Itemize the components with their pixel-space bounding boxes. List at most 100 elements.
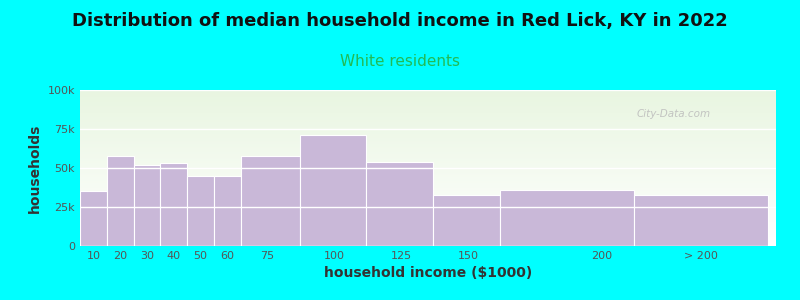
Text: City-Data.com: City-Data.com (637, 109, 711, 119)
Bar (80, 138, 776, 139)
Bar (80, 130, 776, 131)
Bar (80, 90, 776, 91)
Bar (80, 213, 776, 214)
Bar (80, 188, 776, 189)
Bar (80, 231, 776, 232)
Bar (80, 189, 776, 190)
Bar (80, 154, 776, 155)
Bar (80, 186, 776, 187)
Bar (80, 204, 776, 205)
Bar (80, 171, 776, 172)
Bar (80, 217, 776, 218)
Bar (80, 98, 776, 99)
Bar (80, 96, 776, 97)
Bar (80, 128, 776, 129)
Bar (80, 236, 776, 237)
Bar (80, 94, 776, 95)
Bar (80, 223, 776, 224)
Bar (80, 107, 776, 108)
Bar (80, 191, 776, 192)
Bar (80, 100, 776, 101)
Bar (241, 155, 299, 246)
X-axis label: household income ($1000): household income ($1000) (324, 266, 532, 280)
Bar (80, 150, 776, 151)
Bar (80, 245, 776, 246)
Bar (80, 147, 776, 148)
Bar (80, 183, 776, 184)
Bar (80, 118, 776, 119)
Bar (80, 173, 776, 174)
Bar (80, 93, 776, 94)
Bar (80, 145, 776, 146)
Bar (80, 212, 776, 213)
Bar (80, 151, 776, 152)
Bar (80, 160, 776, 161)
Bar (80, 221, 776, 222)
Bar (80, 161, 776, 162)
Bar (80, 131, 776, 132)
Bar (80, 242, 776, 243)
Bar (80, 163, 776, 164)
Bar (80, 175, 776, 176)
Bar (80, 162, 776, 163)
Bar (80, 243, 776, 244)
Bar (80, 216, 776, 217)
Bar (80, 127, 776, 128)
Bar (80, 193, 776, 194)
Bar (80, 200, 776, 201)
Bar (80, 199, 776, 200)
Bar (80, 178, 776, 179)
Bar (80, 222, 776, 223)
Bar (80, 170, 776, 171)
Bar (80, 99, 776, 100)
Bar (80, 148, 776, 149)
Bar (80, 238, 776, 239)
Bar (80, 103, 776, 104)
Text: White residents: White residents (340, 54, 460, 69)
Bar (80, 158, 776, 159)
Bar (80, 184, 776, 185)
Bar (106, 155, 134, 246)
Bar (80, 244, 776, 245)
Bar (80, 113, 776, 114)
Bar (80, 215, 776, 216)
Bar (80, 228, 776, 229)
Bar (80, 105, 776, 106)
Bar (80, 169, 776, 170)
Bar (80, 122, 776, 123)
Bar (80, 126, 776, 127)
Bar (80, 125, 776, 126)
Bar (80, 129, 776, 130)
Bar (80, 133, 776, 134)
Bar (80, 124, 776, 125)
Bar (80, 232, 776, 233)
Bar (80, 208, 776, 209)
Bar (80, 116, 776, 117)
Bar (80, 159, 776, 160)
Bar (80, 146, 776, 147)
Bar (80, 187, 776, 188)
Bar (80, 237, 776, 238)
Bar (80, 176, 776, 177)
Bar (80, 224, 776, 225)
Bar (80, 179, 776, 180)
Bar (80, 201, 776, 202)
Bar (80, 196, 776, 197)
Bar (80, 142, 776, 143)
Bar (80, 135, 776, 136)
Bar (634, 194, 768, 246)
Bar (80, 156, 776, 157)
Bar (80, 211, 776, 212)
Bar (80, 182, 776, 183)
Bar (80, 111, 776, 112)
Bar (80, 137, 776, 138)
Bar (134, 165, 160, 246)
Bar (80, 219, 776, 220)
Bar (80, 134, 776, 135)
Bar (80, 177, 776, 178)
Bar (80, 195, 776, 196)
Bar (80, 197, 776, 198)
Bar (80, 239, 776, 240)
Bar (80, 102, 776, 103)
Bar (80, 235, 776, 236)
